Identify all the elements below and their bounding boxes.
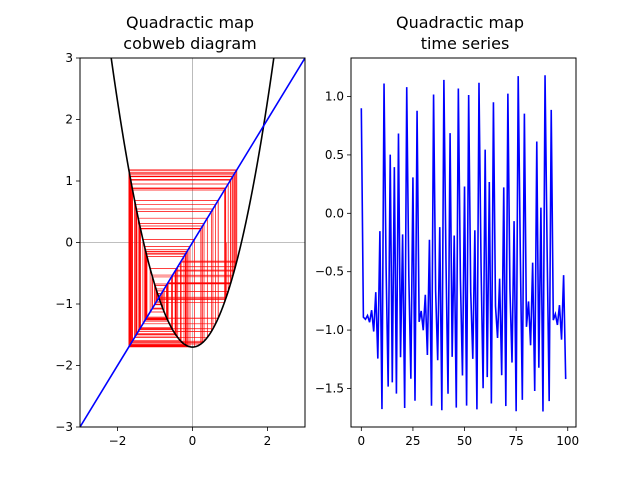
x-tick-label: 25 <box>405 434 420 448</box>
y-tick-label: −1.0 <box>315 323 344 337</box>
x-tick-label: 75 <box>508 434 523 448</box>
timeseries-ticks: 0 25 50 75 100 −1.5 −1.0 −0.5 0.0 0.5 1.0 <box>315 90 579 448</box>
x-tick-label: 0 <box>189 434 197 448</box>
cobweb-title-line1: Quadractic map <box>126 13 254 32</box>
y-tick-label: 0 <box>65 236 73 250</box>
x-tick-label: 0 <box>358 434 366 448</box>
cobweb-panel: Quadractic map cobweb diagram −2 0 2 −3 −2 −1… <box>55 13 306 448</box>
y-tick-label: 2 <box>65 113 73 127</box>
timeseries-title-line1: Quadractic map <box>396 13 524 32</box>
timeseries-title-line2: time series <box>421 34 510 53</box>
x-tick-label: 2 <box>264 434 272 448</box>
y-tick-label: 0.5 <box>325 148 344 162</box>
x-tick-label: −2 <box>109 434 127 448</box>
x-tick-label: 100 <box>556 434 579 448</box>
cobweb-plot-area <box>80 58 305 427</box>
y-tick-label: 1 <box>65 174 73 188</box>
y-tick-label: −2 <box>55 359 73 373</box>
y-tick-label: 3 <box>65 51 73 65</box>
y-tick-label: −1.5 <box>315 381 344 395</box>
y-tick-label: −0.5 <box>315 265 344 279</box>
timeseries-panel: Quadractic map time series 0 25 50 75 100 −1.… <box>315 13 579 448</box>
identity-line <box>80 58 305 427</box>
y-tick-label: 0.0 <box>325 206 344 220</box>
y-tick-label: 1.0 <box>325 90 344 104</box>
parabola-line <box>110 58 275 348</box>
cobweb-title-line2: cobweb diagram <box>123 34 256 53</box>
timeseries-plot-area <box>360 75 567 412</box>
cobweb-ticks: −2 0 2 −3 −2 −1 0 1 2 3 <box>55 51 271 448</box>
x-tick-label: 50 <box>457 434 472 448</box>
y-tick-label: −1 <box>55 297 73 311</box>
y-tick-label: −3 <box>55 420 73 434</box>
timeseries-line <box>360 75 567 412</box>
timeseries-axes-frame <box>350 57 577 428</box>
